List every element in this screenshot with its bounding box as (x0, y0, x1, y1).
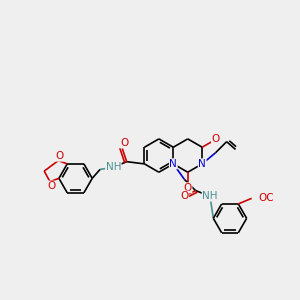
Text: OC: OC (258, 193, 274, 203)
Text: O: O (184, 183, 192, 193)
Text: O: O (120, 138, 129, 148)
Text: N: N (198, 159, 206, 169)
Text: N: N (169, 159, 177, 169)
Text: O: O (55, 151, 64, 161)
Text: O: O (212, 134, 220, 144)
Text: O: O (47, 181, 55, 191)
Text: O: O (180, 191, 189, 201)
Text: NH: NH (106, 162, 121, 172)
Text: NH: NH (202, 191, 218, 201)
